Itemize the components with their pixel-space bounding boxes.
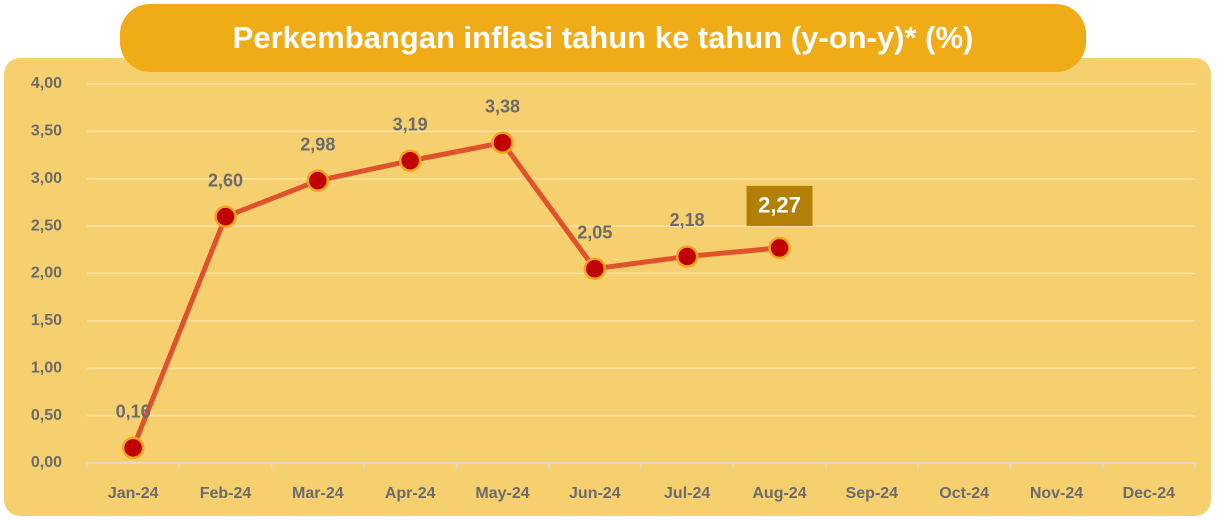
x-tick-label: Dec-24 xyxy=(1123,485,1176,502)
y-tick-label: 2,50 xyxy=(31,217,62,234)
data-label: 2,05 xyxy=(577,223,612,243)
marker xyxy=(583,257,607,281)
y-tick-label: 4,00 xyxy=(31,75,62,92)
x-tick-label: Feb-24 xyxy=(200,485,252,502)
y-tick-label: 0,00 xyxy=(31,454,62,471)
data-label: 2,18 xyxy=(670,210,705,230)
chart-title: Perkembangan inflasi tahun ke tahun (y-o… xyxy=(233,20,974,55)
data-label: 2,27 xyxy=(758,193,801,218)
x-tick-label: Mar-24 xyxy=(292,485,344,502)
data-label: 3,19 xyxy=(393,114,428,134)
marker xyxy=(768,236,791,260)
x-tick-label: Aug-24 xyxy=(752,485,806,502)
x-tick-label: Jul-24 xyxy=(664,485,710,502)
y-tick-label: 2,00 xyxy=(31,265,62,282)
marker xyxy=(491,131,514,154)
highlight-box xyxy=(746,185,813,226)
data-label: 0,16 xyxy=(116,402,151,422)
x-tick-label: May-24 xyxy=(475,485,529,502)
data-label: 2,60 xyxy=(208,170,243,190)
title-pill xyxy=(120,4,1086,72)
marker xyxy=(214,205,237,228)
x-tick-label: Nov-24 xyxy=(1030,485,1083,502)
y-tick-label: 1,50 xyxy=(31,312,62,329)
y-tick-label: 0,50 xyxy=(31,407,62,424)
line xyxy=(130,140,780,449)
y-tick-label: 3,50 xyxy=(31,123,62,140)
marker xyxy=(121,436,145,460)
x-tick-label: Sep-24 xyxy=(846,485,899,502)
marker xyxy=(398,149,422,172)
x-tick-label: Oct-24 xyxy=(939,485,989,502)
data-label: 2,98 xyxy=(300,134,335,154)
marker xyxy=(675,245,699,268)
y-tick-label: 3,00 xyxy=(31,170,62,187)
y-tick-label: 1,00 xyxy=(31,359,62,376)
x-tick-label: Jun-24 xyxy=(569,485,621,502)
data-label: 3,38 xyxy=(485,96,520,116)
marker xyxy=(306,169,330,192)
x-tick-label: Apr-24 xyxy=(385,485,436,502)
x-tick-label: Jan-24 xyxy=(108,485,159,502)
chart-background xyxy=(4,58,1211,516)
